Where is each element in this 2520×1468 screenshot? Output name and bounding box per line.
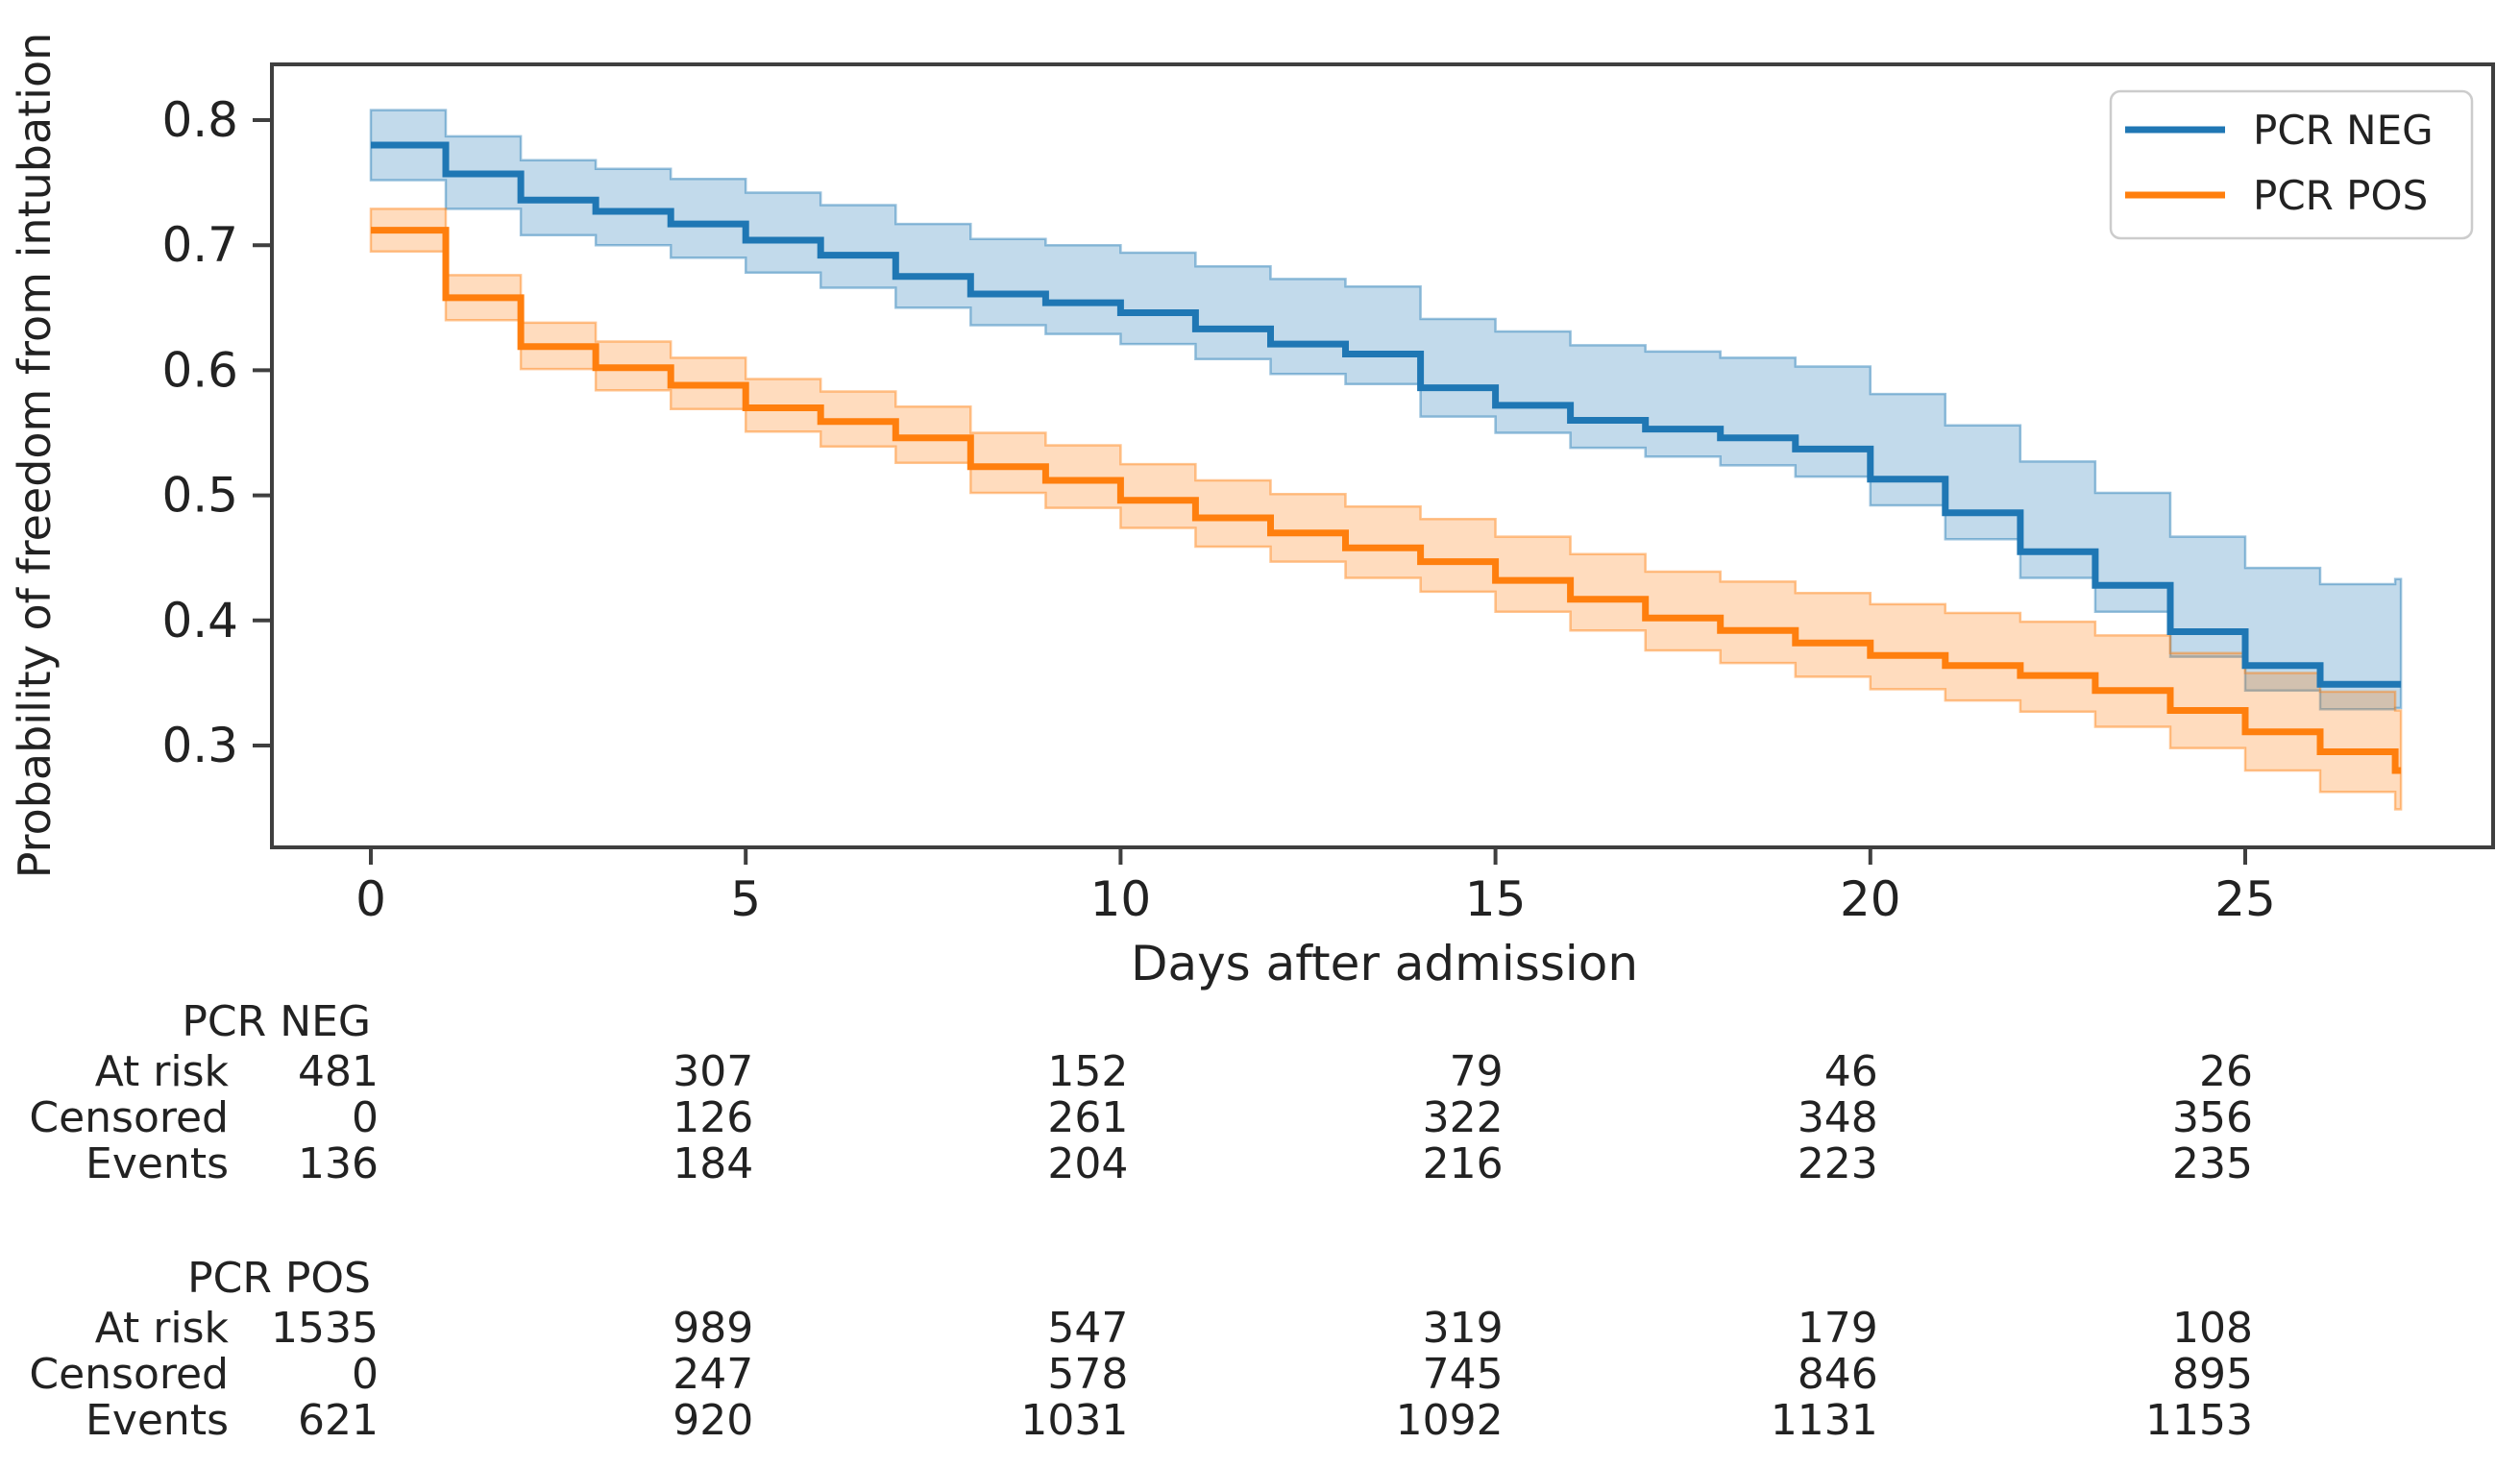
y-tick-label: 0.5	[161, 468, 238, 524]
y-axis-title: Probability of freedom from intubation	[9, 33, 61, 879]
risk-group-header: PCR NEG	[182, 997, 371, 1046]
legend: PCR NEG PCR POS	[2109, 89, 2474, 240]
y-tick-label: 0.3	[161, 718, 238, 773]
risk-count-value: 261	[1047, 1093, 1128, 1142]
risk-count-value: 356	[2172, 1093, 2253, 1142]
risk-count-value: 920	[673, 1396, 753, 1445]
risk-row-label: Events	[86, 1139, 229, 1188]
risk-count-value: 578	[1047, 1350, 1128, 1399]
risk-count-value: 319	[1423, 1304, 1504, 1353]
x-tick-label: 0	[355, 871, 386, 927]
risk-group-header: PCR POS	[187, 1254, 371, 1303]
risk-count-value: 307	[673, 1047, 753, 1096]
risk-count-value: 26	[2199, 1047, 2253, 1096]
risk-count-value: 0	[352, 1093, 379, 1142]
plot-border	[270, 62, 2495, 849]
risk-count-value: 235	[2172, 1139, 2253, 1188]
risk-count-value: 179	[1798, 1304, 1878, 1353]
y-axis-ticks: 0.8 0.7 0.6 0.5 0.4 0.3	[161, 92, 272, 773]
risk-count-value: 745	[1423, 1350, 1504, 1399]
legend-label-pcr-neg: PCR NEG	[2253, 107, 2434, 154]
risk-count-value: 216	[1423, 1139, 1504, 1188]
x-tick-label: 20	[1840, 871, 1901, 927]
y-tick-label: 0.6	[161, 342, 238, 398]
risk-count-value: 204	[1047, 1139, 1128, 1188]
risk-row-label: At risk	[95, 1304, 230, 1353]
x-tick-label: 15	[1465, 871, 1527, 927]
risk-count-value: 79	[1450, 1047, 1504, 1096]
risk-row-label: Censored	[29, 1350, 229, 1399]
pcr-pos-curve	[371, 227, 2402, 774]
x-axis-title: Days after admission	[1131, 936, 1638, 991]
legend-label-pcr-pos: PCR POS	[2253, 172, 2428, 219]
risk-row-label: Events	[86, 1396, 229, 1445]
risk-count-value: 481	[298, 1047, 379, 1096]
x-axis-ticks: 0 5 10 15 20 25	[355, 847, 2276, 927]
risk-row-label: At risk	[95, 1047, 230, 1096]
risk-count-value: 322	[1423, 1093, 1504, 1142]
survival-curves	[371, 141, 2402, 774]
risk-count-value: 1131	[1771, 1396, 1878, 1445]
y-tick-label: 0.8	[161, 92, 238, 148]
y-tick-label: 0.7	[161, 217, 238, 273]
risk-count-value: 621	[298, 1396, 379, 1445]
risk-count-value: 223	[1798, 1139, 1878, 1188]
risk-count-value: 108	[2172, 1304, 2253, 1353]
risk-count-value: 0	[352, 1350, 379, 1399]
risk-count-value: 989	[673, 1304, 753, 1353]
risk-count-value: 1153	[2145, 1396, 2253, 1445]
risk-count-value: 46	[1824, 1047, 1878, 1096]
y-tick-label: 0.4	[161, 593, 238, 648]
risk-count-value: 1535	[271, 1304, 379, 1353]
x-tick-label: 25	[2214, 871, 2276, 927]
risk-count-value: 895	[2172, 1350, 2253, 1399]
risk-count-value: 846	[1798, 1350, 1878, 1399]
pcr-pos-ci-band	[369, 208, 2403, 811]
x-tick-label: 10	[1090, 871, 1152, 927]
risk-count-value: 247	[673, 1350, 753, 1399]
pcr-neg-curve	[371, 141, 2402, 688]
risk-count-value: 184	[673, 1139, 753, 1188]
risk-count-value: 152	[1047, 1047, 1128, 1096]
risk-row-label: Censored	[29, 1093, 229, 1142]
x-tick-label: 5	[730, 871, 761, 927]
risk-count-value: 1092	[1396, 1396, 1504, 1445]
risk-count-value: 1031	[1020, 1396, 1128, 1445]
risk-count-value: 348	[1798, 1093, 1878, 1142]
risk-count-value: 126	[673, 1093, 753, 1142]
risk-count-value: 547	[1047, 1304, 1128, 1353]
risk-count-value: 136	[298, 1139, 379, 1188]
ci-bands	[369, 109, 2403, 811]
pcr-neg-ci-band	[369, 109, 2403, 711]
